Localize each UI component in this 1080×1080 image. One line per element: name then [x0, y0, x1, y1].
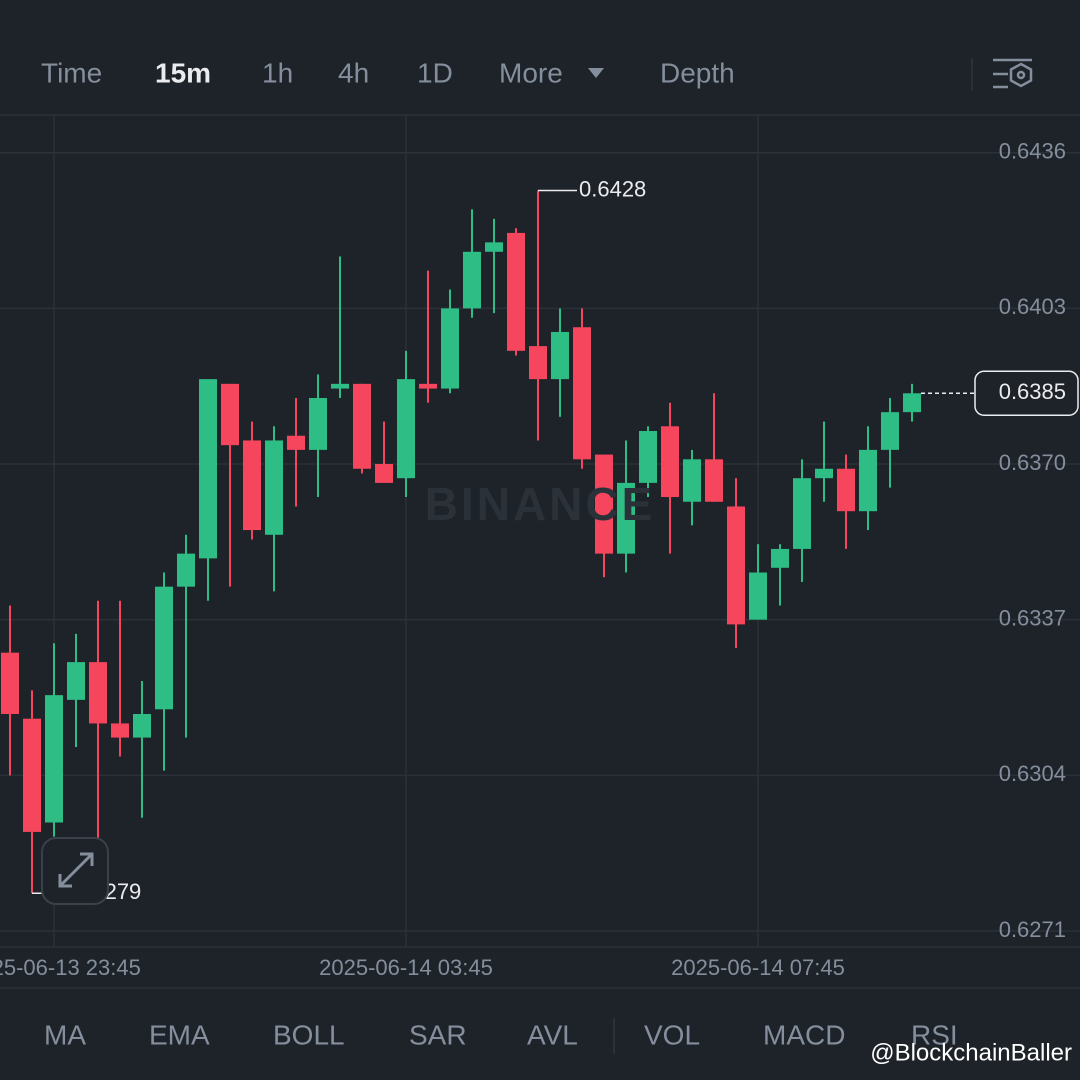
- candle-body: [573, 327, 591, 460]
- candle-body: [551, 331, 569, 380]
- candle-body: [903, 393, 921, 413]
- candle-body: [661, 426, 679, 498]
- indicator-tab[interactable]: SAR: [409, 1019, 467, 1050]
- high-label: 0.6428: [579, 176, 646, 201]
- indicator-tab[interactable]: VOL: [644, 1019, 700, 1050]
- candle-body: [705, 459, 723, 502]
- candle-body: [23, 718, 41, 832]
- last-price-label: 0.6385: [999, 379, 1066, 404]
- candle-body: [859, 449, 877, 512]
- candle-body: [1, 652, 19, 715]
- candle-body: [529, 346, 547, 380]
- candle-body: [177, 553, 195, 587]
- candle-body: [441, 308, 459, 389]
- x-tick-label: 2025-06-13 23:45: [0, 955, 141, 980]
- timeframe-tab[interactable]: Depth: [660, 57, 735, 88]
- candle-body: [199, 379, 217, 559]
- indicator-tabs: MA EMA BOLL SAR AVL VOL MACD RSI: [44, 1019, 958, 1050]
- candle-body: [111, 723, 129, 738]
- candle-body: [45, 695, 63, 823]
- indicator-tab[interactable]: MACD: [763, 1019, 845, 1050]
- y-tick-label: 0.6271: [999, 917, 1066, 942]
- candle-body: [881, 412, 899, 450]
- settings-icon[interactable]: [993, 58, 1033, 89]
- plot: 0.6271 0.6304 0.6370 0.6337 0.6403 0.6436 2025…: [0, 115, 1080, 980]
- expand-button[interactable]: [41, 837, 109, 905]
- candle-body: [617, 482, 635, 554]
- candle-body: [683, 459, 701, 502]
- indicator-tab[interactable]: MA: [44, 1019, 86, 1050]
- last-price-box: [974, 370, 1079, 417]
- watermark: BINANCE: [425, 478, 656, 530]
- candle-body: [419, 383, 437, 389]
- candle-body: [375, 464, 393, 483]
- candle-body: [837, 468, 855, 512]
- timeframe-tab[interactable]: 4h: [338, 57, 369, 88]
- candle-body: [89, 662, 107, 724]
- indicator-tab[interactable]: EMA: [149, 1019, 210, 1050]
- candle-body: [595, 454, 613, 554]
- indicator-tab[interactable]: BOLL: [273, 1019, 345, 1050]
- candle-body: [507, 232, 525, 351]
- candle-body: [793, 478, 811, 549]
- timeframe-tabs: Time 15m 1h 4h 1D More Depth: [41, 57, 735, 88]
- y-tick-label: 0.6337: [999, 605, 1066, 630]
- timeframe-tab[interactable]: 1h: [262, 57, 293, 88]
- candle-body: [485, 242, 503, 252]
- timeframe-tab[interactable]: Time: [41, 57, 102, 88]
- candle-body: [815, 468, 833, 479]
- y-tick-label: 0.6370: [999, 450, 1066, 475]
- candle-body: [309, 397, 327, 450]
- candle-body: [639, 431, 657, 483]
- candle-body: [265, 440, 283, 535]
- credit: @BlockchainBaller: [870, 1039, 1072, 1066]
- candle-body: [133, 714, 151, 738]
- candle-body: [749, 572, 767, 620]
- candle-body: [463, 251, 481, 309]
- timeframe-tab[interactable]: More: [499, 57, 563, 88]
- candle-body: [221, 383, 239, 446]
- candle-body: [397, 379, 415, 479]
- indicator-tab[interactable]: RSI: [911, 1019, 958, 1050]
- candle-body: [331, 383, 349, 389]
- y-tick-label: 0.6304: [999, 761, 1066, 786]
- candle-body: [67, 662, 85, 700]
- candle-body: [353, 383, 371, 469]
- candle-body: [243, 440, 261, 531]
- indicator-tab[interactable]: AVL: [527, 1019, 578, 1050]
- candle-body: [287, 435, 305, 450]
- timeframe-tab[interactable]: 15m: [155, 57, 211, 88]
- timeframe-tab[interactable]: 1D: [417, 57, 453, 88]
- y-tick-label: 0.6403: [999, 294, 1066, 319]
- candle-body: [727, 506, 745, 625]
- y-tick-label: 0.6436: [999, 139, 1066, 164]
- dropdown-arrow: [588, 68, 604, 78]
- x-tick-label: 2025-06-14 07:45: [671, 955, 845, 980]
- candle-body: [771, 548, 789, 568]
- candle-body: [155, 586, 173, 710]
- x-tick-label: 2025-06-14 03:45: [319, 955, 493, 980]
